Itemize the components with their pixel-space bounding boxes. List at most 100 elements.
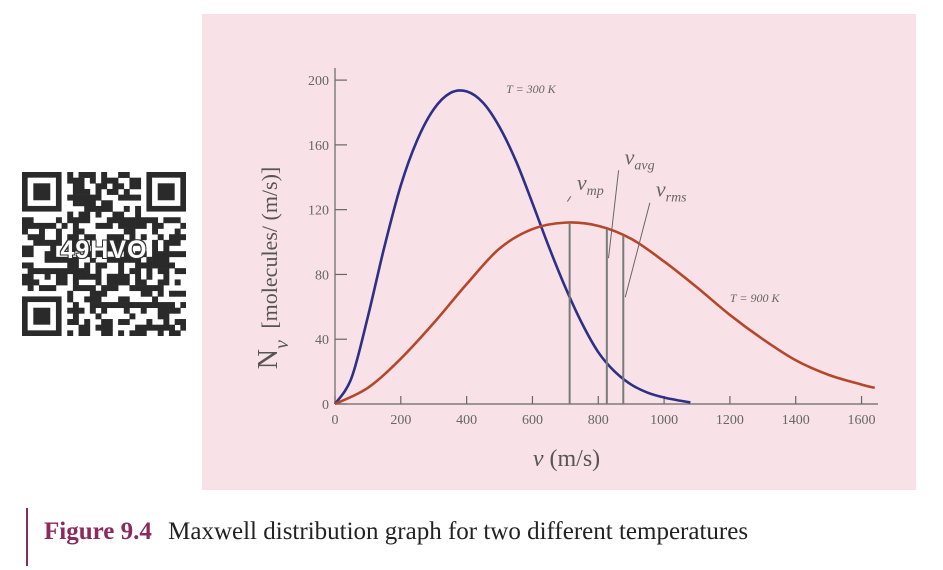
qr-module bbox=[135, 251, 142, 258]
qr-module bbox=[157, 330, 164, 337]
chart-panel: 0 40 80 120 160 200 0 200 400 600 800 1000 1200 1400 1… bbox=[202, 14, 916, 490]
qr-module bbox=[72, 183, 79, 190]
figure-caption: Figure 9.4 Maxwell distribution graph fo… bbox=[44, 518, 748, 546]
qr-module bbox=[152, 285, 159, 292]
qr-module bbox=[152, 217, 159, 224]
qr-module bbox=[22, 251, 28, 258]
qr-module bbox=[61, 273, 68, 280]
qr-module bbox=[95, 296, 102, 303]
qr-module bbox=[61, 268, 68, 275]
qr-module bbox=[140, 285, 147, 292]
qr-module bbox=[118, 172, 125, 178]
y-axis-label: Nv [molecules/ (m/s)] bbox=[253, 167, 293, 370]
qr-module bbox=[72, 194, 79, 201]
qr-module bbox=[101, 200, 108, 207]
qr-module bbox=[163, 324, 170, 331]
marker-label-v_rms: vrms bbox=[656, 177, 687, 206]
qr-module bbox=[67, 296, 74, 303]
qr-module bbox=[180, 324, 187, 331]
qr-module bbox=[157, 234, 164, 241]
qr-module bbox=[27, 217, 34, 224]
qr-module bbox=[174, 319, 181, 325]
qr-module bbox=[95, 273, 102, 280]
qr-module bbox=[106, 273, 113, 280]
qr-module bbox=[106, 285, 113, 292]
marker-pointer-v_avg bbox=[608, 170, 620, 259]
qr-module bbox=[78, 172, 85, 178]
qr-module bbox=[140, 302, 147, 309]
qr-module bbox=[78, 324, 85, 331]
qr-module bbox=[152, 296, 159, 303]
qr-module bbox=[106, 319, 113, 325]
qr-module bbox=[89, 177, 96, 184]
x-tick-label: 1600 bbox=[848, 413, 876, 428]
qr-module bbox=[106, 188, 113, 195]
marker-pointer-v_mp bbox=[566, 195, 572, 202]
qr-module bbox=[135, 183, 142, 190]
qr-module bbox=[163, 313, 170, 320]
qr-module bbox=[72, 302, 79, 309]
qr-module bbox=[106, 239, 113, 246]
qr-module bbox=[157, 307, 164, 314]
qr-module bbox=[169, 290, 175, 297]
qr-module bbox=[101, 251, 108, 258]
qr-finder-inner bbox=[33, 183, 51, 201]
qr-module bbox=[67, 268, 74, 275]
qr-module bbox=[61, 256, 68, 263]
qr-module bbox=[169, 234, 175, 241]
qr-module bbox=[112, 279, 119, 286]
qr-module bbox=[101, 262, 108, 269]
qr-module bbox=[78, 183, 85, 190]
qr-module bbox=[22, 217, 28, 224]
qr-module bbox=[106, 330, 113, 337]
qr-module bbox=[55, 217, 62, 224]
qr-module bbox=[140, 217, 147, 224]
qr-module bbox=[157, 251, 164, 258]
caption-accent-bar bbox=[26, 508, 28, 566]
qr-module bbox=[95, 262, 102, 269]
qr-module bbox=[78, 211, 85, 218]
qr-module bbox=[33, 239, 40, 246]
qr-module bbox=[118, 194, 125, 201]
qr-module bbox=[84, 285, 91, 292]
qr-module bbox=[118, 302, 125, 309]
qr-module bbox=[84, 319, 91, 325]
qr-module bbox=[84, 217, 91, 224]
qr-module bbox=[146, 285, 153, 292]
qr-module bbox=[123, 188, 130, 195]
x-tick-label: 0 bbox=[332, 413, 339, 428]
qr-module bbox=[78, 239, 85, 246]
figure-label: Figure 9.4 bbox=[44, 518, 152, 545]
qr-module bbox=[95, 194, 102, 201]
qr-module bbox=[123, 251, 130, 258]
qr-module bbox=[50, 245, 57, 252]
qr-module bbox=[101, 205, 108, 212]
qr-module bbox=[123, 273, 130, 280]
qr-module bbox=[112, 188, 119, 195]
qr-module bbox=[157, 302, 164, 309]
qr-module bbox=[78, 217, 85, 224]
qr-module bbox=[89, 239, 96, 246]
qr-module bbox=[163, 251, 170, 258]
qr-module bbox=[55, 239, 62, 246]
qr-module bbox=[22, 222, 28, 229]
qr-module bbox=[106, 217, 113, 224]
qr-module bbox=[55, 228, 62, 235]
qr-module bbox=[140, 324, 147, 331]
qr-module bbox=[84, 200, 91, 207]
qr-module bbox=[118, 256, 125, 263]
qr-module bbox=[95, 222, 102, 229]
qr-module bbox=[89, 290, 96, 297]
qr-module bbox=[140, 290, 147, 297]
qr-module bbox=[163, 307, 170, 314]
qr-module bbox=[78, 245, 85, 252]
qr-module bbox=[118, 296, 125, 303]
qr-module bbox=[152, 302, 159, 309]
qr-module bbox=[129, 256, 136, 263]
qr-module bbox=[101, 302, 108, 309]
qr-module bbox=[44, 251, 51, 258]
qr-module bbox=[106, 324, 113, 331]
qr-module bbox=[38, 239, 45, 246]
qr-module bbox=[135, 273, 142, 280]
qr-module bbox=[78, 228, 85, 235]
